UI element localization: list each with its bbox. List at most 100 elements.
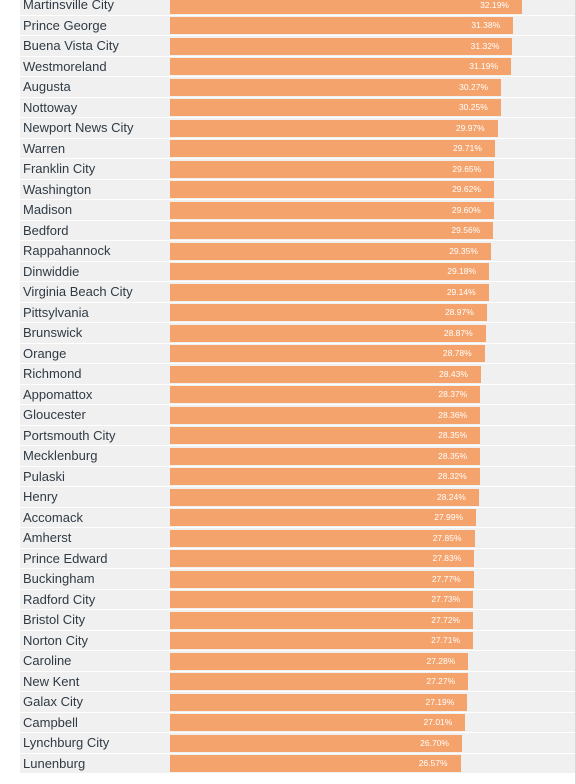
value-label: 32.19% bbox=[480, 0, 509, 10]
category-label: Dinwiddie bbox=[23, 263, 80, 279]
bar bbox=[170, 160, 495, 178]
bar bbox=[170, 0, 522, 14]
bar bbox=[170, 673, 469, 690]
category-label: Caroline bbox=[23, 653, 72, 668]
bar bbox=[170, 468, 480, 485]
value-label: 27.71% bbox=[431, 635, 461, 645]
label-cell bbox=[20, 446, 168, 466]
value-label: 29.35% bbox=[449, 245, 478, 256]
chart-row: Lynchburg City 26.70% bbox=[0, 733, 576, 754]
label-cell bbox=[20, 138, 168, 158]
left-margin bbox=[0, 0, 20, 784]
category-label: Bristol City bbox=[23, 612, 86, 627]
label-cell bbox=[20, 15, 168, 35]
chart-row: Washington 29.62% bbox=[0, 179, 576, 200]
chart-row: Richmond 28.43% bbox=[0, 364, 576, 385]
chart-row: Pulaski 28.32% bbox=[0, 466, 576, 487]
label-cell bbox=[20, 282, 168, 302]
category-label: Augusta bbox=[23, 79, 71, 94]
chart-row: Campbell 27.01% bbox=[0, 712, 576, 733]
bar bbox=[170, 591, 474, 608]
value-label: 28.32% bbox=[437, 471, 467, 481]
value-label: 27.19% bbox=[425, 696, 455, 707]
value-label: 27.99% bbox=[434, 512, 464, 522]
label-cell bbox=[20, 0, 168, 15]
chart-row: Madison 29.60% bbox=[0, 200, 576, 221]
label-cell bbox=[20, 548, 168, 568]
category-label: Washington bbox=[23, 181, 92, 197]
label-cell bbox=[20, 692, 168, 712]
chart-row: New Kent 27.27% bbox=[0, 671, 576, 692]
value-label: 31.19% bbox=[469, 61, 499, 71]
label-cell bbox=[20, 261, 168, 281]
chart-row: Augusta 30.27% bbox=[0, 77, 576, 98]
value-label: 27.28% bbox=[426, 655, 456, 666]
category-label: Prince George bbox=[23, 17, 107, 33]
chart-row: Norton City 27.71% bbox=[0, 630, 576, 651]
label-cell bbox=[20, 56, 168, 76]
chart-row: Brunswick 28.87% bbox=[0, 323, 576, 344]
value-label: 26.70% bbox=[420, 737, 449, 748]
chart-row: Mecklenburg 28.35% bbox=[0, 446, 576, 467]
value-label: 29.97% bbox=[455, 122, 485, 133]
category-label: Richmond bbox=[23, 366, 82, 381]
bar bbox=[170, 509, 477, 526]
value-label: 28.87% bbox=[443, 327, 473, 338]
bar bbox=[170, 550, 475, 567]
bar bbox=[170, 78, 501, 96]
category-label: Madison bbox=[23, 202, 73, 217]
value-label: 27.83% bbox=[432, 553, 462, 563]
bar bbox=[170, 427, 480, 444]
chart-row: Westmoreland 31.19% bbox=[0, 56, 576, 77]
value-label: 28.43% bbox=[439, 368, 468, 379]
category-label: Warren bbox=[23, 140, 66, 156]
bar bbox=[170, 201, 494, 219]
chart-row: Amherst 27.85% bbox=[0, 528, 576, 549]
bar bbox=[170, 755, 461, 772]
label-cell bbox=[20, 466, 168, 486]
value-label: 29.18% bbox=[447, 266, 477, 276]
label-cell bbox=[20, 200, 168, 220]
category-label: Buena Vista City bbox=[23, 38, 119, 53]
value-label: 29.71% bbox=[453, 143, 482, 153]
value-label: 29.56% bbox=[451, 225, 481, 235]
bar bbox=[170, 488, 479, 506]
chart-row: Galax City 27.19% bbox=[0, 692, 576, 713]
label-cell bbox=[20, 118, 168, 138]
label-cell bbox=[20, 569, 168, 589]
chart-row: Henry 28.24% bbox=[0, 487, 576, 508]
bar bbox=[170, 140, 495, 157]
value-label: 28.35% bbox=[438, 450, 468, 461]
chart-row: Buckingham 27.77% bbox=[0, 569, 576, 590]
category-label: Mecklenburg bbox=[23, 448, 98, 463]
bar bbox=[170, 570, 474, 588]
value-label: 29.14% bbox=[446, 286, 476, 297]
category-label: Virginia Beach City bbox=[23, 284, 133, 299]
label-cell bbox=[20, 630, 168, 650]
label-cell bbox=[20, 733, 168, 753]
category-label: Orange bbox=[23, 345, 67, 361]
chart-row: Franklin City 29.65% bbox=[0, 159, 576, 180]
chart-row: Prince Edward 27.83% bbox=[0, 548, 576, 569]
label-cell bbox=[20, 425, 168, 445]
value-label: 28.37% bbox=[438, 389, 468, 399]
bar bbox=[170, 17, 514, 34]
category-label: Appomattox bbox=[23, 386, 93, 402]
value-label: 29.65% bbox=[452, 163, 482, 174]
category-label: Campbell bbox=[23, 714, 78, 730]
value-label: 30.25% bbox=[458, 102, 488, 112]
label-cell bbox=[20, 36, 168, 56]
chart-row: Rappahannock 29.35% bbox=[0, 241, 576, 262]
value-label: 27.01% bbox=[423, 717, 453, 727]
value-label: 28.97% bbox=[444, 307, 474, 317]
category-label: Portsmouth City bbox=[23, 427, 116, 443]
value-label: 27.77% bbox=[431, 573, 461, 584]
label-cell bbox=[20, 384, 168, 404]
label-cell bbox=[20, 671, 168, 691]
bar bbox=[170, 406, 481, 424]
chart-row: Prince George 31.38% bbox=[0, 15, 576, 36]
chart-row: Warren 29.71% bbox=[0, 138, 576, 159]
value-label: 30.27% bbox=[459, 81, 489, 92]
label-cell bbox=[20, 753, 168, 773]
category-label: Henry bbox=[23, 489, 58, 504]
